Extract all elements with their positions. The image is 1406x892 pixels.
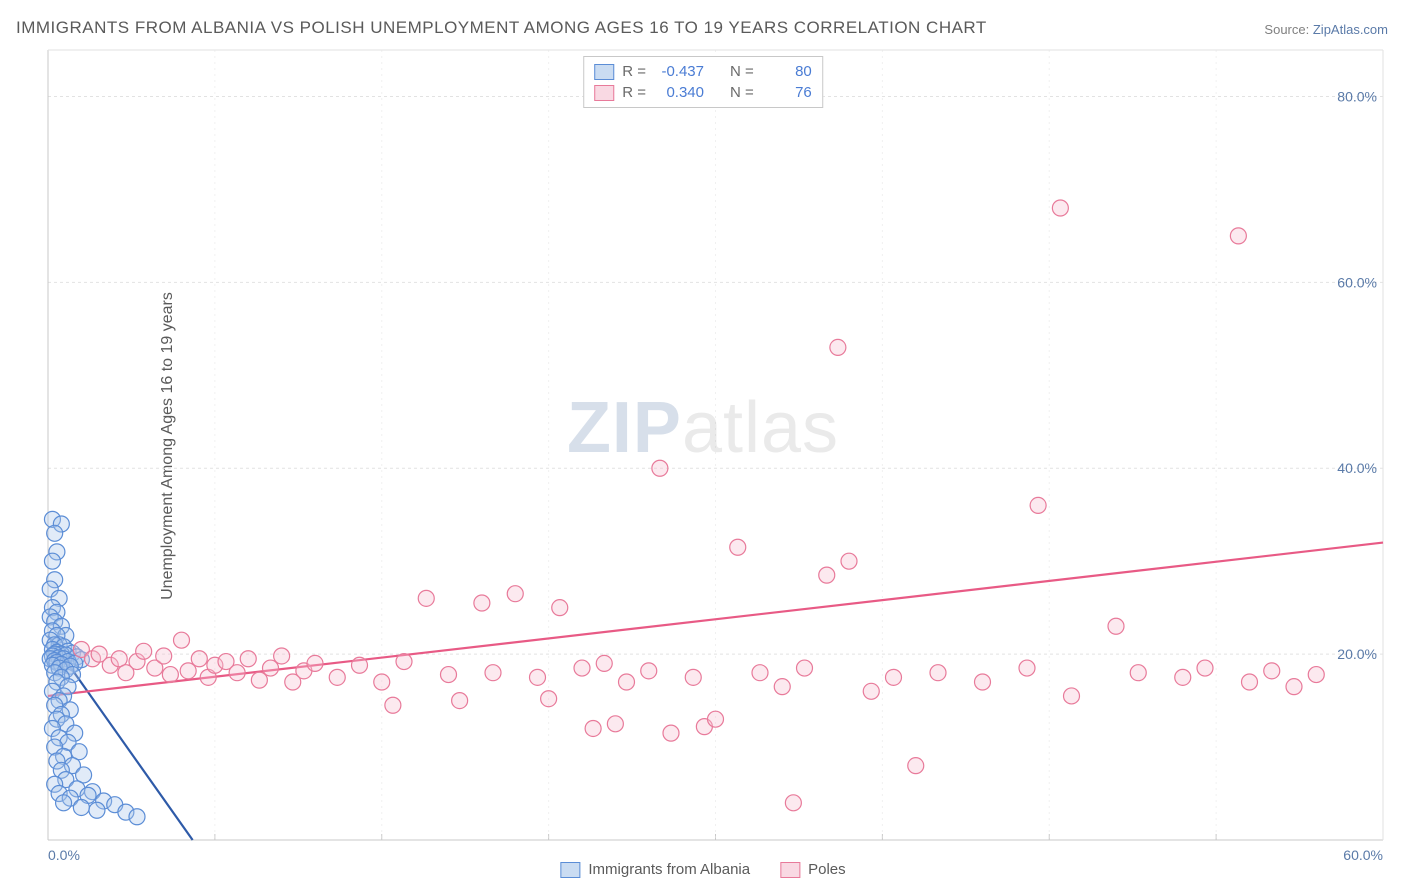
n-value: 80	[762, 63, 812, 80]
legend-swatch	[594, 64, 614, 80]
correlation-legend-row: R = 0.340 N = 76	[594, 82, 812, 103]
n-value: 76	[762, 84, 812, 101]
n-label: N =	[730, 84, 754, 101]
r-label: R =	[622, 63, 646, 80]
correlation-legend-row: R = -0.437 N = 80	[594, 61, 812, 82]
svg-text:40.0%: 40.0%	[1337, 460, 1377, 476]
correlation-legend: R = -0.437 N = 80 R = 0.340 N = 76	[583, 56, 823, 108]
svg-text:80.0%: 80.0%	[1337, 88, 1377, 104]
n-label: N =	[730, 63, 754, 80]
r-value: -0.437	[654, 63, 704, 80]
svg-text:0.0%: 0.0%	[48, 847, 80, 863]
scatter-chart: 20.0% 40.0% 60.0% 80.0% 0.0% 60.0%	[0, 0, 1406, 892]
svg-text:20.0%: 20.0%	[1337, 646, 1377, 662]
svg-text:60.0%: 60.0%	[1343, 847, 1383, 863]
svg-text:60.0%: 60.0%	[1337, 274, 1377, 290]
legend-swatch	[594, 85, 614, 101]
r-value: 0.340	[654, 84, 704, 101]
r-label: R =	[622, 84, 646, 101]
